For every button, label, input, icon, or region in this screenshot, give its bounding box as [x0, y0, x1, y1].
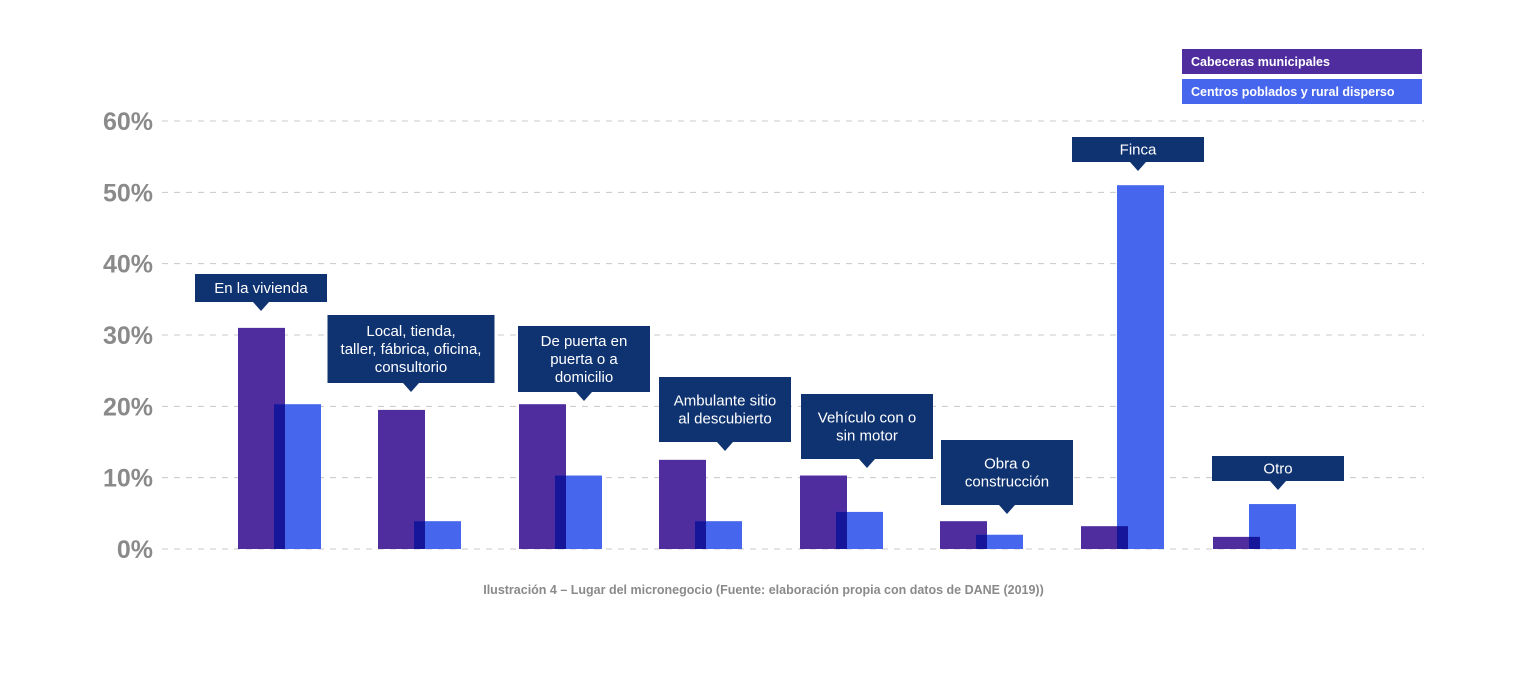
- category-callout: Finca: [1072, 137, 1204, 171]
- category-label: Obra o: [984, 456, 1030, 473]
- bar-overlap: [274, 404, 285, 549]
- category-callout: Otro: [1212, 456, 1344, 490]
- callout-pointer: [576, 392, 592, 401]
- legend-label: Centros poblados y rural disperso: [1191, 85, 1395, 99]
- y-tick-label: 0%: [117, 536, 153, 564]
- category-label: domicilio: [555, 369, 613, 386]
- bar-overlap: [976, 534, 987, 549]
- legend-swatch: [1182, 49, 1422, 74]
- legend: Cabeceras municipales Centros poblados y …: [1182, 49, 1422, 104]
- category-callout: En la vivienda: [195, 274, 327, 311]
- legend-label: Cabeceras municipales: [1191, 55, 1330, 69]
- category-label: puerta o a: [550, 351, 618, 368]
- category-label: Vehículo con o: [818, 410, 916, 427]
- bar-rural: [1117, 185, 1164, 549]
- chart-caption: Ilustración 4 – Lugar del micronegocio (…: [483, 583, 1044, 597]
- category-label: al descubierto: [678, 411, 771, 428]
- category-label: De puerta en: [541, 333, 628, 350]
- y-tick-label: 20%: [103, 393, 153, 421]
- callout-pointer: [859, 459, 875, 468]
- category-callout: Local, tienda,taller, fábrica, oficina,c…: [327, 315, 495, 392]
- bars: [238, 185, 1296, 549]
- y-tick-label: 50%: [103, 179, 153, 207]
- y-tick-label: 40%: [103, 251, 153, 279]
- category-label: consultorio: [375, 359, 448, 376]
- callout-pointer: [253, 302, 269, 311]
- bar-overlap: [695, 521, 706, 549]
- callout-box: [518, 326, 650, 392]
- category-label: Otro: [1263, 461, 1292, 478]
- callout-box: [1072, 137, 1204, 162]
- y-tick-label: 30%: [103, 322, 153, 350]
- legend-swatch: [1182, 79, 1422, 104]
- bar-cabeceras: [1213, 536, 1260, 549]
- category-label: Finca: [1120, 142, 1157, 159]
- callout-box: [941, 440, 1073, 505]
- category-label: En la vivienda: [214, 280, 308, 297]
- callout-box: [1212, 456, 1344, 481]
- bar-overlap: [1249, 536, 1260, 549]
- bar-cabeceras: [1081, 526, 1128, 549]
- callout-pointer: [999, 505, 1015, 514]
- y-axis-ticks: 0% 10% 20% 30% 40% 50% 60%: [103, 108, 153, 564]
- category-callouts: En la vivienda Local, tienda,taller, fábr…: [195, 137, 1344, 514]
- bar-overlap: [1117, 526, 1128, 549]
- callout-pointer: [403, 383, 419, 392]
- callout-box: [801, 394, 933, 459]
- category-label: construcción: [965, 474, 1049, 491]
- category-label: Ambulante sitio: [674, 393, 777, 410]
- callout-pointer: [717, 442, 733, 451]
- callout-pointer: [1130, 162, 1146, 171]
- callout-box: [327, 315, 495, 383]
- callout-box: [659, 377, 791, 442]
- callout-pointer: [1270, 481, 1286, 490]
- bar-overlap: [414, 521, 425, 549]
- callout-box: [195, 274, 327, 302]
- category-label: sin motor: [836, 428, 898, 445]
- bar-overlap: [555, 475, 566, 549]
- category-label: taller, fábrica, oficina,: [341, 341, 482, 358]
- y-tick-label: 10%: [103, 465, 153, 493]
- bar-overlap: [836, 511, 847, 549]
- y-tick-label: 60%: [103, 108, 153, 136]
- bar-rural: [976, 534, 1023, 549]
- category-label: Local, tienda,: [366, 323, 455, 340]
